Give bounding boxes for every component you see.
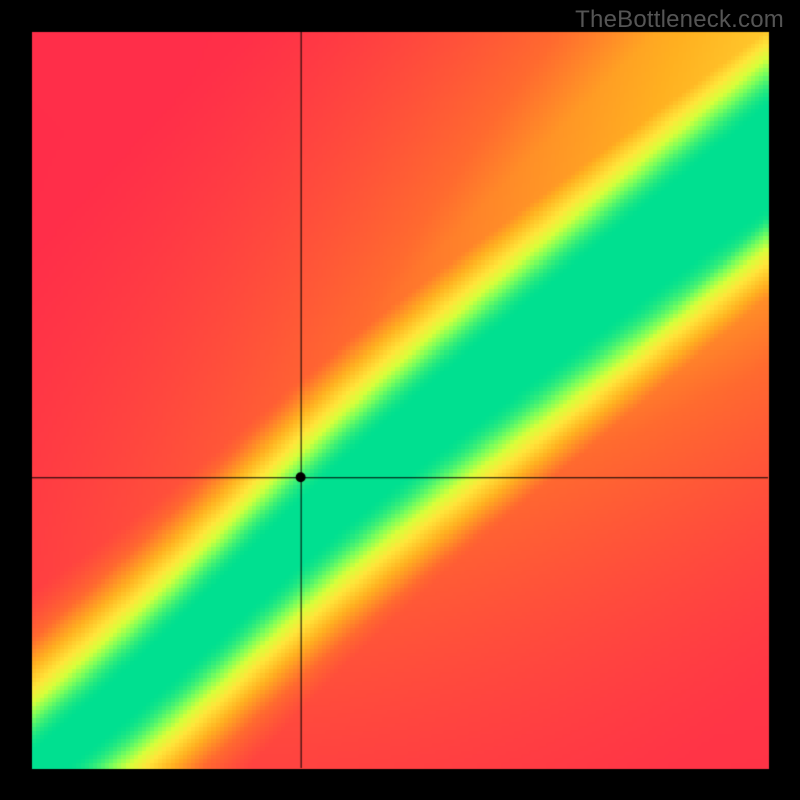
watermark-text: TheBottleneck.com xyxy=(575,6,784,34)
bottleneck-heatmap xyxy=(0,0,800,800)
chart-container: TheBottleneck.com xyxy=(0,0,800,800)
